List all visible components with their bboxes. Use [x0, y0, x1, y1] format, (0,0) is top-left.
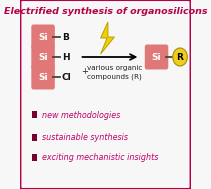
Text: compounds (R): compounds (R)	[87, 73, 142, 80]
Text: Si: Si	[38, 73, 48, 81]
FancyBboxPatch shape	[31, 44, 55, 70]
FancyBboxPatch shape	[32, 154, 37, 161]
FancyBboxPatch shape	[31, 25, 55, 50]
Text: Si: Si	[38, 33, 48, 42]
FancyBboxPatch shape	[31, 64, 55, 90]
Text: new methodologies: new methodologies	[42, 111, 120, 119]
Text: H: H	[62, 53, 69, 61]
Text: B: B	[62, 33, 69, 42]
Text: Cl: Cl	[62, 73, 72, 81]
Text: Si: Si	[38, 53, 48, 61]
Text: +: +	[81, 67, 88, 76]
Text: exciting mechanistic insights: exciting mechanistic insights	[42, 153, 159, 163]
FancyBboxPatch shape	[145, 44, 168, 70]
FancyBboxPatch shape	[32, 111, 37, 118]
Text: various organic: various organic	[87, 65, 142, 71]
Text: Electrified synthesis of organosilicons: Electrified synthesis of organosilicons	[4, 6, 207, 15]
Text: Si: Si	[152, 53, 161, 61]
Polygon shape	[101, 22, 114, 54]
Circle shape	[173, 48, 187, 66]
FancyBboxPatch shape	[32, 134, 37, 141]
Text: sustainable synthesis: sustainable synthesis	[42, 133, 128, 143]
FancyBboxPatch shape	[20, 0, 191, 189]
Text: R: R	[177, 53, 184, 61]
